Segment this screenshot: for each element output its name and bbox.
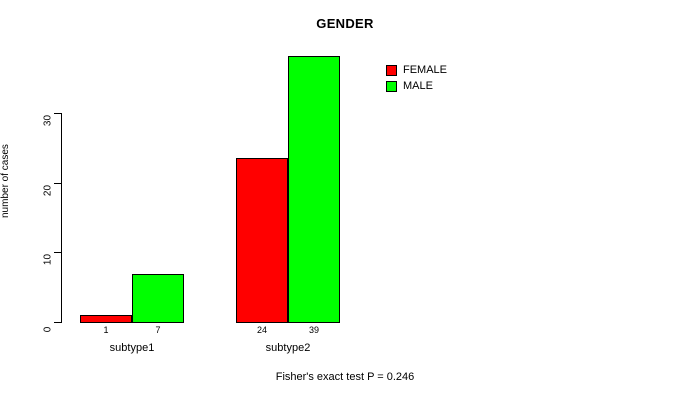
legend-item-male: MALE: [386, 78, 447, 94]
bar-subtype2-male: [288, 56, 340, 323]
bar-value-subtype2-male: 39: [308, 325, 319, 335]
group-label-subtype2: subtype2: [265, 342, 311, 354]
bar-subtype1-male: [132, 274, 184, 323]
bar-value-subtype2-female: 24: [256, 325, 267, 335]
y-tick-label-0: 0: [42, 326, 54, 333]
chart-legend: FEMALE MALE: [386, 62, 447, 94]
group-label-subtype1: subtype1: [109, 342, 155, 354]
statistical-test-annotation: Fisher's exact test P = 0.246: [275, 371, 415, 383]
bar-subtype2-female: [236, 158, 288, 323]
page-title: GENDER: [316, 16, 374, 31]
legend-label-female: FEMALE: [403, 64, 448, 76]
y-tick-0: [54, 322, 61, 323]
bar-value-subtype1-female: 1: [103, 325, 109, 335]
y-tick-label-20: 20: [42, 184, 54, 197]
y-tick-label-30: 30: [42, 114, 54, 127]
bar-subtype1-female: [80, 315, 132, 323]
legend-swatch-male: [386, 80, 397, 92]
y-tick-10: [54, 252, 61, 253]
y-tick-30: [54, 113, 61, 114]
y-axis-title: number of cases: [0, 144, 11, 218]
y-axis-line: [61, 113, 62, 323]
legend-swatch-female: [386, 64, 397, 76]
y-tick-label-10: 10: [42, 253, 54, 266]
legend-label-male: MALE: [403, 80, 433, 92]
legend-item-female: FEMALE: [386, 62, 447, 78]
bar-value-subtype1-male: 7: [155, 325, 161, 335]
y-tick-20: [54, 183, 61, 184]
